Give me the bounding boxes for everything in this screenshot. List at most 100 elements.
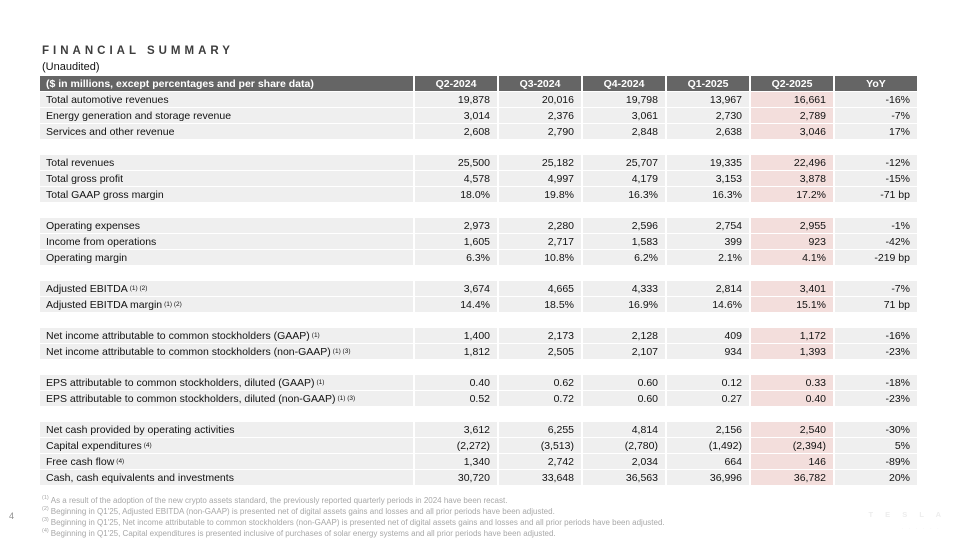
cell-value: -23% [835,391,917,406]
table-row: Total GAAP gross margin 18.0% 19.8% 16.3% 16… [40,187,919,202]
cell-value: 30,720 [415,470,497,485]
table-row: Capital expenditures (4) (2,272) (3,513) (2,… [40,438,919,453]
cell-value: 2,955 [751,218,833,233]
cell-value: 1,393 [751,344,833,359]
cell-value: 0.33 [751,375,833,390]
cell-value: -15% [835,171,917,186]
cell-value: 25,500 [415,155,497,170]
footnote-line: (1) As a result of the adoption of the ne… [42,495,508,505]
cell-value: 399 [667,234,749,249]
table-row: Operating expenses 2,973 2,280 2,596 2,754 2,… [40,218,919,233]
cell-value: 2,173 [499,328,581,343]
column-header-yoy: YoY [835,76,917,91]
table-row: Cash, cash equivalents and investments 30… [40,470,919,485]
cell-value: 2,730 [667,108,749,123]
table-row: Total automotive revenues 19,878 20,016 19,… [40,92,919,107]
row-label: Cash, cash equivalents and investments [40,470,413,485]
table-row: Total gross profit 4,578 4,997 4,179 3,153 3,… [40,171,919,186]
cell-value: 0.60 [583,391,665,406]
cell-value: 2,505 [499,344,581,359]
cell-value: 0.62 [499,375,581,390]
cell-value: 923 [751,234,833,249]
cell-value: -16% [835,92,917,107]
cell-value: (1,492) [667,438,749,453]
table-row: EPS attributable to common stockholders,… [40,375,919,390]
cell-value: 20,016 [499,92,581,107]
row-label: Services and other revenue [40,124,413,139]
row-label: EPS attributable to common stockholders,… [40,391,413,406]
row-label: Income from operations [40,234,413,249]
cell-value: 19.8% [499,187,581,202]
cell-value: -23% [835,344,917,359]
table-row: Net cash provided by operating activitie… [40,422,919,437]
cell-value: 17.2% [751,187,833,202]
cell-value: 0.40 [751,391,833,406]
table-header-label: ($ in millions, except percentages and p… [40,76,413,91]
section-spacer [40,313,919,328]
cell-value: 36,996 [667,470,749,485]
row-label: Total automotive revenues [40,92,413,107]
table-row: EPS attributable to common stockholders,… [40,391,919,406]
cell-value: 3,674 [415,281,497,296]
cell-value: 2,754 [667,218,749,233]
cell-value: 0.60 [583,375,665,390]
section-spacer [40,203,919,218]
row-label: Net income attributable to common stockh… [40,328,413,343]
cell-value: 4.1% [751,250,833,265]
row-label: Operating expenses [40,218,413,233]
cell-value: 10.8% [499,250,581,265]
cell-value: (2,780) [583,438,665,453]
cell-value: 0.12 [667,375,749,390]
cell-value: 5% [835,438,917,453]
cell-value: 19,798 [583,92,665,107]
footnote-line: (3) Beginning in Q1'25, Net income attrib… [42,517,665,527]
cell-value: 15.1% [751,297,833,312]
cell-value: 2.1% [667,250,749,265]
tesla-wordmark: T E S L A [868,510,946,519]
cell-value: -1% [835,218,917,233]
footnotes: (1) As a result of the adoption of the ne… [42,495,922,539]
cell-value: 2,596 [583,218,665,233]
row-label: Free cash flow (4) [40,454,413,469]
cell-value: -7% [835,281,917,296]
cell-value: 1,812 [415,344,497,359]
cell-value: 18.0% [415,187,497,202]
cell-value: 2,608 [415,124,497,139]
cell-value: 3,153 [667,171,749,186]
cell-value: 2,973 [415,218,497,233]
row-label: EPS attributable to common stockholders,… [40,375,413,390]
cell-value: 16,661 [751,92,833,107]
column-header-q4-2024: Q4-2024 [583,76,665,91]
table-row: Energy generation and storage revenue 3,0… [40,108,919,123]
cell-value: 22,496 [751,155,833,170]
footnote-line: (2) Beginning in Q1'25, Adjusted EBITDA (… [42,506,555,516]
table-row: Net income attributable to common stockh… [40,328,919,343]
column-header-q2-2024: Q2-2024 [415,76,497,91]
cell-value: 4,665 [499,281,581,296]
column-header-q2-2025: Q2-2025 [751,76,833,91]
cell-value: 1,172 [751,328,833,343]
tesla-watermark: T E S L A · · · · · · [868,510,946,532]
cell-value: 20% [835,470,917,485]
footnote-marker: (1) [42,495,49,502]
cell-value: -30% [835,422,917,437]
cell-value: 13,967 [667,92,749,107]
section-spacer [40,140,919,155]
row-label: Capital expenditures (4) [40,438,413,453]
cell-value: 3,014 [415,108,497,123]
table-row: Operating margin 6.3% 10.8% 6.2% 2.1% 4.1% -21… [40,250,919,265]
cell-value: 3,401 [751,281,833,296]
cell-value: 2,376 [499,108,581,123]
cell-value: -219 bp [835,250,917,265]
cell-value: 19,878 [415,92,497,107]
cell-value: 2,107 [583,344,665,359]
cell-value: 33,648 [499,470,581,485]
cell-value: 2,717 [499,234,581,249]
cell-value: 2,814 [667,281,749,296]
cell-value: 0.52 [415,391,497,406]
cell-value: 3,061 [583,108,665,123]
cell-value: 4,997 [499,171,581,186]
cell-value: 409 [667,328,749,343]
cell-value: 2,848 [583,124,665,139]
cell-value: 6.2% [583,250,665,265]
